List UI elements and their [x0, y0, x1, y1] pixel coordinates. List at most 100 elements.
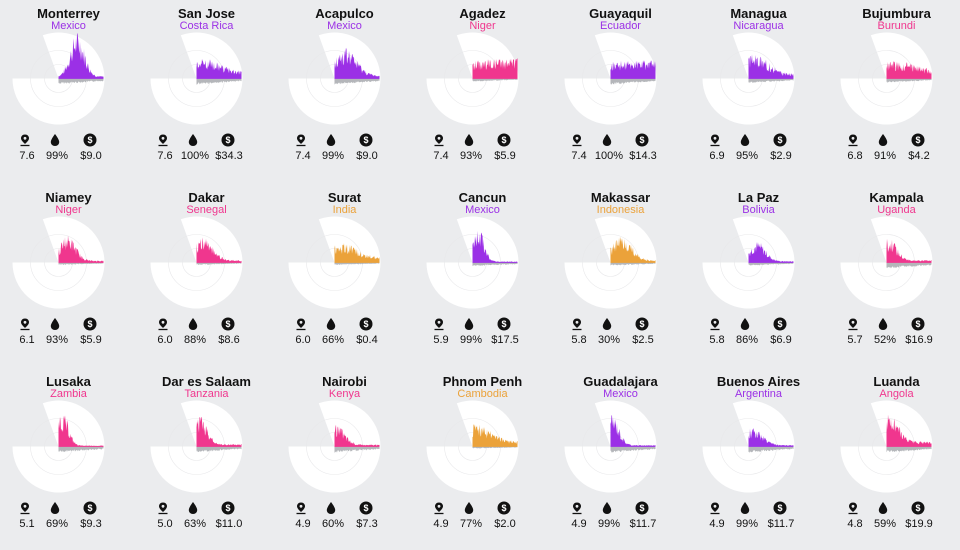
city-card: Surat India 6.0 66% $ $0.4: [276, 184, 413, 366]
positive-area: [334, 47, 380, 79]
drop-icon: [324, 133, 338, 147]
negative-area: [472, 262, 518, 267]
cost-value: $34.3: [215, 150, 243, 162]
radial-chart: [702, 216, 795, 309]
coverage-value: 91%: [873, 150, 897, 162]
seismic-value: 7.4: [571, 150, 587, 162]
svg-text:$: $: [501, 135, 506, 145]
cost-value: $17.5: [491, 334, 519, 346]
drop-icon: [600, 133, 614, 147]
city-card: Dakar Senegal 6.0 88% $ $8.6: [138, 184, 275, 366]
drop-icon: [48, 501, 62, 515]
city-name: Lusaka: [46, 374, 91, 389]
dollar-icon: $: [635, 133, 649, 147]
radial-chart: [150, 400, 243, 493]
coverage-value: 69%: [45, 518, 69, 530]
drop-icon: [48, 133, 62, 147]
svg-text:$: $: [639, 135, 644, 145]
coverage-value: 60%: [321, 518, 345, 530]
dollar-icon: $: [221, 317, 235, 331]
positive-area: [886, 414, 932, 447]
country-name: Ecuador: [600, 20, 641, 32]
country-name: Uganda: [877, 204, 916, 216]
dollar-icon: $: [221, 133, 235, 147]
positive-area: [472, 58, 518, 79]
drop-icon: [48, 317, 62, 331]
city-name: Cancun: [458, 190, 507, 205]
pin-icon: [570, 133, 584, 147]
country-name: Mexico: [51, 20, 86, 32]
pin-icon: [846, 501, 860, 515]
cost-value: $9.0: [80, 150, 102, 162]
positive-area: [886, 238, 932, 263]
cost-value: $2.0: [494, 518, 516, 530]
coverage-value: 95%: [735, 150, 759, 162]
positive-area: [748, 242, 794, 263]
radial-disc: [150, 216, 243, 309]
svg-text:$: $: [225, 503, 230, 513]
cost-value: $7.3: [356, 518, 378, 530]
coverage-value: 93%: [45, 334, 69, 346]
seismic-value: 7.6: [19, 150, 35, 162]
cost-value: $0.4: [356, 334, 378, 346]
positive-area: [748, 54, 794, 79]
drop-icon: [186, 501, 200, 515]
cost-value: $5.9: [494, 150, 516, 162]
city-card: Nairobi Kenya 4.9 60% $ $7.3: [276, 368, 413, 550]
coverage-value: 99%: [597, 518, 621, 530]
seismic-value: 4.9: [433, 518, 449, 530]
country-name: Cambodia: [457, 388, 508, 400]
dollar-icon: $: [359, 317, 373, 331]
dollar-icon: $: [773, 133, 787, 147]
negative-area: [472, 446, 518, 449]
negative-area: [886, 78, 932, 83]
radial-chart: [426, 400, 519, 493]
city-name: Surat: [327, 190, 362, 205]
country-name: Argentina: [734, 388, 783, 400]
radial-disc: [288, 32, 381, 125]
svg-text:$: $: [501, 503, 506, 513]
radial-chart: [702, 400, 795, 493]
city-name: Nairobi: [322, 374, 367, 389]
cost-value: $2.9: [770, 150, 792, 162]
pin-icon: [708, 133, 722, 147]
dollar-icon: $: [497, 501, 511, 515]
radial-disc: [426, 32, 519, 125]
city-name: Makassar: [590, 190, 651, 205]
drop-icon: [600, 501, 614, 515]
radial-chart: [288, 32, 381, 125]
dollar-icon: $: [359, 501, 373, 515]
radial-chart: [426, 216, 519, 309]
seismic-value: 4.9: [571, 518, 587, 530]
dollar-icon: $: [497, 317, 511, 331]
coverage-value: 99%: [735, 518, 759, 530]
city-name: Kampala: [869, 190, 924, 205]
pin-icon: [432, 317, 446, 331]
drop-icon: [462, 317, 476, 331]
coverage-value: 99%: [321, 150, 345, 162]
city-name: Dar es Salaam: [162, 374, 251, 389]
svg-text:$: $: [639, 503, 644, 513]
city-name: Luanda: [873, 374, 920, 389]
radial-chart: [12, 216, 105, 309]
radial-disc: [150, 32, 243, 125]
pin-icon: [570, 501, 584, 515]
radial-chart: [840, 32, 933, 125]
radial-disc: [426, 400, 519, 493]
pin-icon: [708, 317, 722, 331]
positive-area: [196, 59, 242, 79]
cost-value: $5.9: [80, 334, 102, 346]
city-name: Guadalajara: [583, 374, 658, 389]
dollar-icon: $: [359, 133, 373, 147]
city-name: La Paz: [737, 190, 780, 205]
drop-icon: [876, 317, 890, 331]
negative-area: [58, 78, 104, 85]
drop-icon: [876, 133, 890, 147]
drop-icon: [738, 133, 752, 147]
seismic-value: 6.1: [19, 334, 35, 346]
seismic-value: 7.4: [433, 150, 449, 162]
pin-icon: [570, 317, 584, 331]
svg-text:$: $: [777, 503, 782, 513]
city-card: Kampala Uganda 5.7 52% $ $16.9: [828, 184, 960, 366]
city-name: Dakar: [188, 190, 225, 205]
